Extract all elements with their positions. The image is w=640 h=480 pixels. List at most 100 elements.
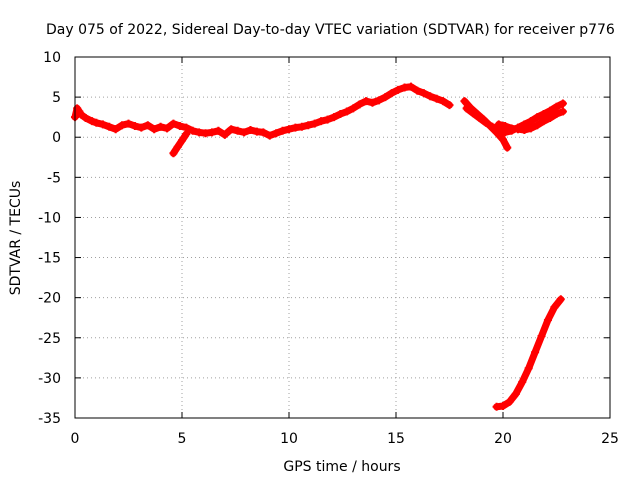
y-axis-label: SDTVAR / TECUs [8,181,24,296]
x-tick-label: 15 [387,431,405,447]
plot-frame [74,56,611,419]
data-point [413,86,422,95]
data-point [150,125,159,134]
data-point [419,89,428,98]
data-point [178,136,186,145]
data-point [336,109,345,118]
data-point [381,93,390,102]
data-point [246,126,255,135]
data-point [558,99,567,108]
data-point [175,121,184,130]
data-point [329,113,338,122]
y-tick-label: -10 [38,210,61,226]
data-point [169,119,178,128]
y-tick-label: -35 [38,411,61,427]
data-point [537,332,546,341]
data-point [233,126,242,135]
data-point [323,115,332,124]
data-point [285,125,293,134]
data-point [531,348,540,357]
series-afternoon-lower-branch [494,107,567,135]
data-point [394,85,403,94]
data-point [143,121,152,130]
data-point [499,135,507,144]
data-point [272,129,281,138]
y-tick-label: -5 [47,170,61,186]
y-tick-label: -25 [38,331,61,347]
grid-lines [75,57,610,418]
data-point [137,123,146,132]
data-point [503,143,512,152]
data-point [304,121,313,130]
series-spur-4.5h [169,130,191,158]
data-point [362,97,371,106]
x-tick-labels: 0 5 10 15 20 25 [71,431,619,447]
y-tick-label: 5 [52,90,61,106]
data-point [81,113,90,122]
data-point [105,122,114,131]
data-point [220,130,229,139]
data-point [475,113,484,122]
data-point [556,295,565,304]
data-point [278,126,287,135]
data-point [173,142,182,151]
data-point [342,107,351,116]
data-point [182,130,191,139]
y-tick-label: 10 [43,50,61,66]
data-point [349,104,358,113]
chart-title: Day 075 of 2022, Sidereal Day-to-day VTE… [46,22,615,38]
data-point [552,102,561,111]
data-point [518,377,527,386]
y-tick-label: -30 [38,371,61,387]
data-point [445,101,454,110]
data-point [481,118,490,127]
data-point [469,109,478,118]
data-point [526,117,535,126]
data-point [550,303,559,312]
data-point [524,364,533,373]
y-tick-label: 0 [52,130,61,146]
data-point [124,119,133,128]
data-point [240,128,249,137]
data-point [265,131,274,140]
data-point [499,401,507,410]
series-low-arc [492,295,565,411]
data-point [297,122,306,131]
data-point [533,113,542,122]
data-point [539,117,548,126]
data-point [505,397,514,406]
data-point [387,89,396,98]
data-point [188,126,197,135]
series-line [169,130,190,157]
data-point [460,97,469,106]
y-tick-label: -15 [38,251,61,267]
data-point [214,126,223,135]
data-point [355,100,364,109]
data-point [169,149,178,158]
data-point [406,82,415,91]
data-point [533,121,542,130]
data-marks [71,82,567,411]
data-point [88,117,97,126]
x-tick-label: 5 [178,431,187,447]
data-point [259,128,268,137]
axis-ticks [74,56,611,419]
data-point [374,96,383,105]
data-point [368,98,377,107]
data-point [552,109,561,118]
data-point [118,121,127,130]
data-point [432,94,441,103]
data-point [462,104,471,113]
data-point [92,118,101,127]
data-point [488,122,497,131]
data-point [546,106,555,115]
data-point [227,125,236,134]
data-point [539,109,548,118]
data-point [163,124,172,133]
data-point [546,113,555,122]
data-point [558,107,567,116]
series-main-track [71,82,454,140]
data-point [426,92,435,101]
data-point [156,122,165,131]
